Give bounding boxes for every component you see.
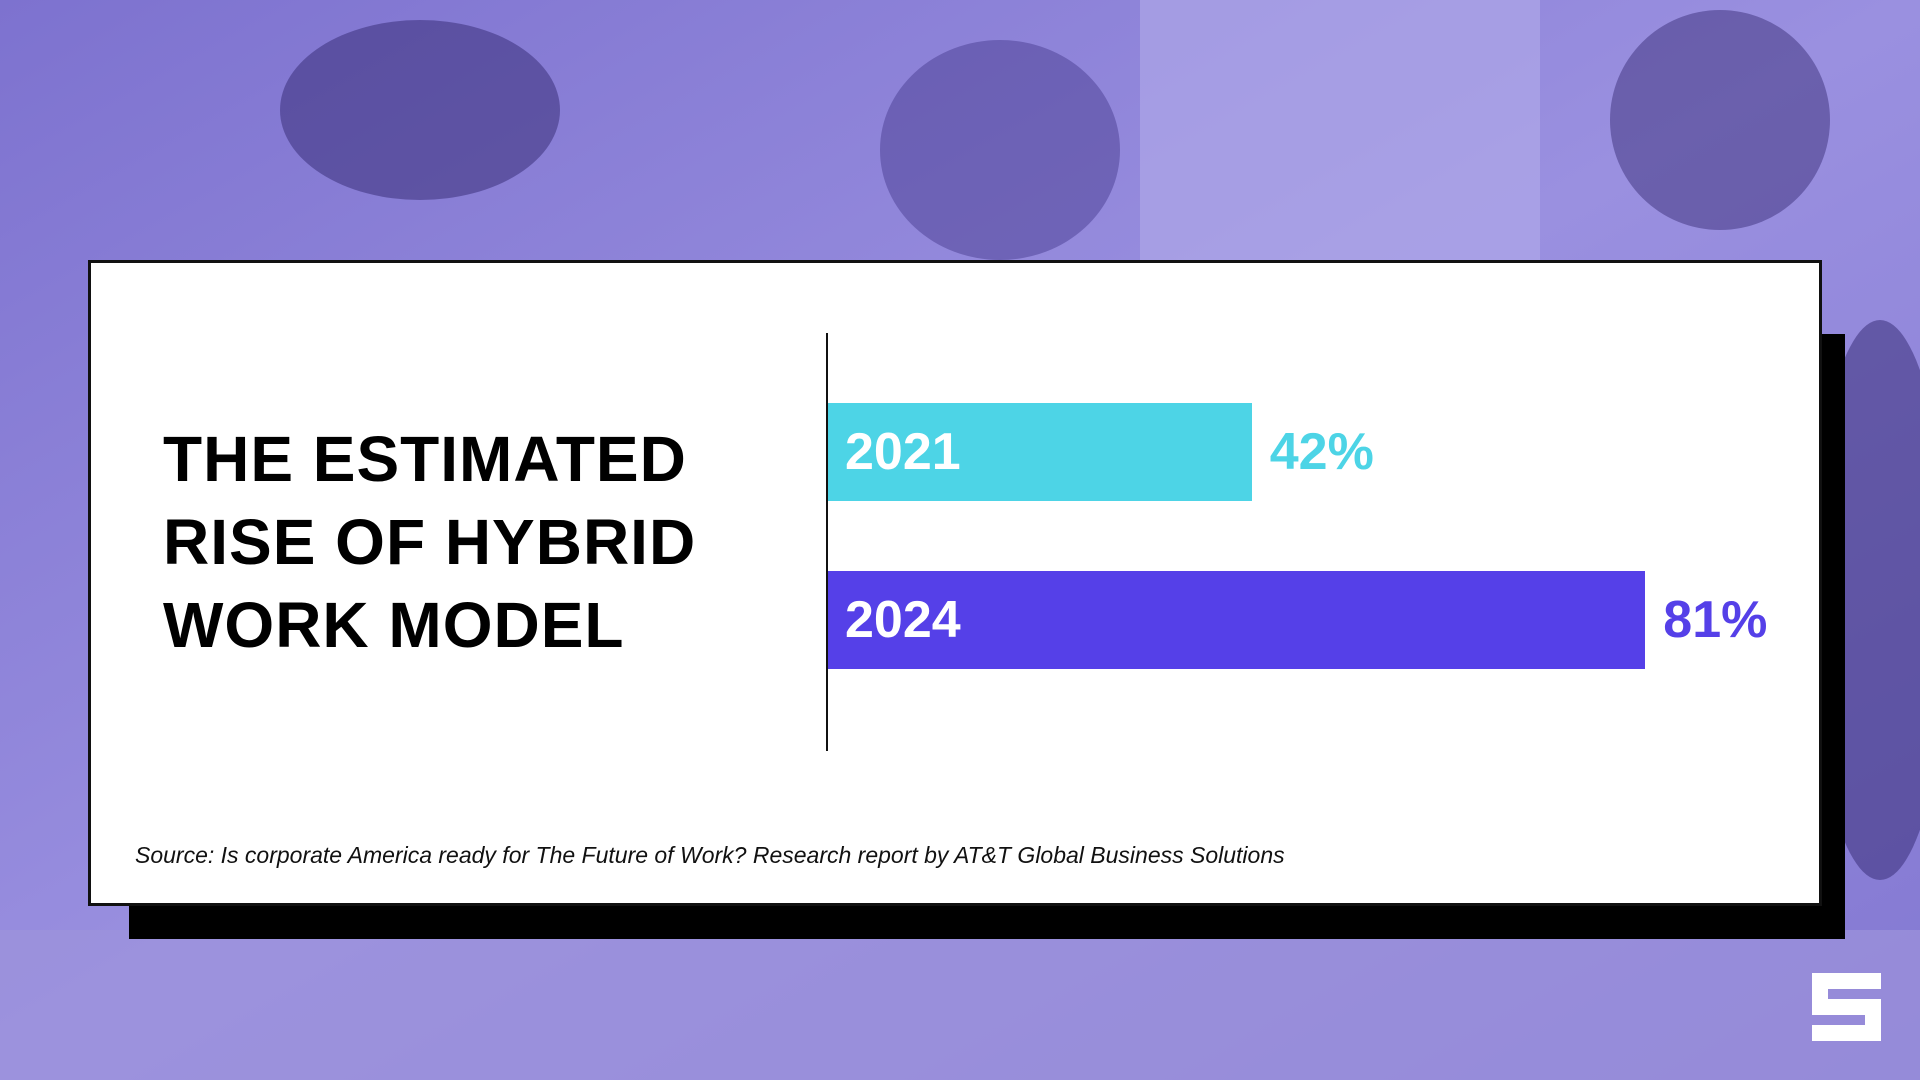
bar: 2021 [828,403,1252,501]
logo [1812,973,1881,1041]
category-label: 2024 [845,591,961,649]
value-label: 42% [1269,423,1374,481]
source-note: Source: Is corporate America ready for T… [135,842,1285,868]
axis-line [826,333,828,751]
bar: 2024 [828,571,1646,669]
value-label: 81% [1663,591,1768,649]
chart-title: THE ESTIMATED RISE OF HYBRID WORK MODEL [163,423,697,661]
category-label: 2021 [845,423,961,481]
